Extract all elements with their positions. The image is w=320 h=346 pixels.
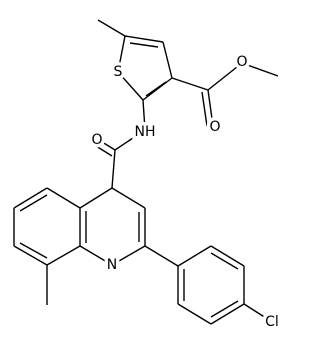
bond — [171, 77, 209, 91]
atom-label: O — [209, 119, 220, 135]
bond — [142, 99, 146, 131]
bond — [111, 149, 116, 189]
bond — [210, 252, 239, 270]
bond — [117, 35, 126, 73]
bonds — [13, 19, 279, 325]
bond — [46, 187, 81, 209]
atom-label: N — [107, 257, 117, 273]
bond — [241, 62, 279, 77]
bond — [79, 187, 113, 209]
bond — [114, 129, 146, 151]
bond — [243, 303, 267, 319]
atom-label: O — [236, 54, 247, 70]
bond — [177, 245, 212, 267]
bond — [98, 139, 116, 151]
bond — [111, 187, 146, 209]
atom-label: Cl — [265, 314, 279, 330]
bond — [124, 35, 164, 43]
bond — [145, 81, 167, 97]
bond — [13, 187, 48, 209]
bond — [95, 145, 113, 157]
bond — [19, 194, 48, 212]
atom-label: NH — [135, 124, 156, 140]
bond — [79, 245, 113, 266]
bond — [97, 19, 126, 37]
bond — [210, 303, 245, 325]
bond — [201, 91, 208, 127]
bond — [13, 245, 48, 266]
bond — [129, 42, 159, 48]
bond — [210, 300, 239, 318]
bond — [19, 242, 48, 259]
bond — [207, 62, 243, 91]
bond — [207, 89, 214, 127]
bond — [142, 77, 173, 101]
bond — [177, 303, 212, 325]
bond — [162, 41, 173, 79]
bond — [117, 71, 144, 101]
atom-label: O — [91, 132, 102, 148]
bond — [111, 245, 146, 266]
bond — [46, 245, 81, 266]
molecule: S O O NH O N Cl — [13, 19, 279, 330]
bond — [144, 245, 179, 267]
bond — [210, 245, 245, 267]
atom-label: S — [114, 64, 123, 80]
